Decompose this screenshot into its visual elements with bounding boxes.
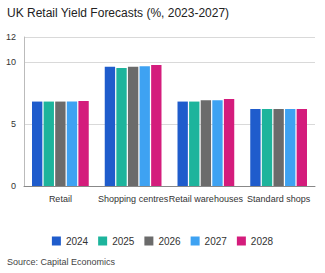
svg-text:2026: 2026 <box>158 236 181 247</box>
svg-text:2028: 2028 <box>251 236 274 247</box>
svg-text:2025: 2025 <box>112 236 135 247</box>
svg-text:5: 5 <box>11 119 16 129</box>
svg-text:Retail warehouses: Retail warehouses <box>169 194 244 204</box>
svg-text:2024: 2024 <box>66 236 89 247</box>
svg-text:12: 12 <box>6 32 16 42</box>
svg-text:Standard shops: Standard shops <box>247 194 311 204</box>
svg-text:Source: Capital Economics: Source: Capital Economics <box>7 257 116 267</box>
svg-text:UK Retail Yield Forecasts (%,: UK Retail Yield Forecasts (%, 2023-2027) <box>7 6 229 20</box>
svg-text:0: 0 <box>11 181 16 191</box>
svg-text:10: 10 <box>6 57 16 67</box>
svg-text:2027: 2027 <box>205 236 228 247</box>
svg-text:Shopping centres: Shopping centres <box>98 194 169 204</box>
svg-text:Retail: Retail <box>49 194 72 204</box>
